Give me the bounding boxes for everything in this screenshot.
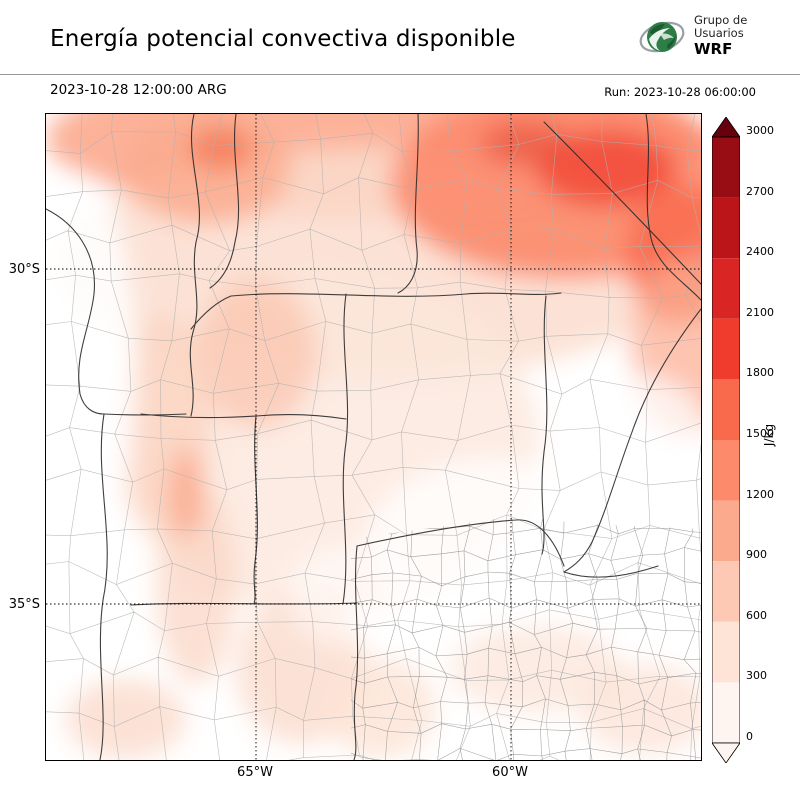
cape-shading bbox=[46, 114, 701, 759]
cbar-tick-1500: 1500 bbox=[746, 427, 774, 440]
graticule bbox=[46, 114, 701, 760]
valid-time-label: 2023-10-28 12:00:00 ARG bbox=[50, 82, 227, 98]
logo-line-2: Usuarios bbox=[694, 26, 744, 41]
header-divider bbox=[0, 74, 800, 75]
wrf-logo: Grupo de Usuarios WRF bbox=[638, 10, 747, 62]
coarse-mesh bbox=[46, 114, 701, 760]
wrf-globe-icon bbox=[639, 21, 685, 53]
logo-line-3: WRF bbox=[694, 39, 733, 58]
colorbar-over-arrow bbox=[712, 117, 740, 138]
map-canvas bbox=[45, 113, 702, 761]
cbar-tick-1800: 1800 bbox=[746, 366, 774, 380]
colorbar-under-arrow bbox=[712, 742, 740, 763]
cbar-tick-300: 300 bbox=[746, 669, 767, 683]
run-time-label: Run: 2023-10-28 06:00:00 bbox=[604, 85, 756, 99]
cbar-tick-0: 0 bbox=[746, 730, 753, 743]
colorbar bbox=[712, 117, 740, 763]
cbar-tick-2400: 2400 bbox=[746, 245, 774, 259]
cape-map bbox=[46, 114, 701, 760]
lon-tick-60w: 60°W bbox=[492, 765, 528, 780]
cbar-tick-1200: 1200 bbox=[746, 487, 774, 501]
cbar-tick-2100: 2100 bbox=[746, 305, 774, 319]
colorbar-unit-label: J/kg bbox=[762, 423, 777, 447]
lat-tick-35s: 35°S bbox=[8, 597, 40, 612]
cbar-tick-2700: 2700 bbox=[746, 184, 774, 198]
province-borders bbox=[46, 114, 701, 760]
logo-line-1: Grupo de bbox=[694, 13, 748, 28]
page-title: Energía potencial convectiva disponible bbox=[50, 26, 516, 52]
cbar-tick-900: 900 bbox=[746, 548, 767, 562]
cbar-tick-600: 600 bbox=[746, 608, 767, 622]
fine-mesh bbox=[351, 516, 701, 760]
lon-tick-65w: 65°W bbox=[237, 765, 273, 780]
cbar-tick-3000: 3000 bbox=[746, 124, 774, 137]
lat-tick-30s: 30°S bbox=[8, 262, 40, 277]
